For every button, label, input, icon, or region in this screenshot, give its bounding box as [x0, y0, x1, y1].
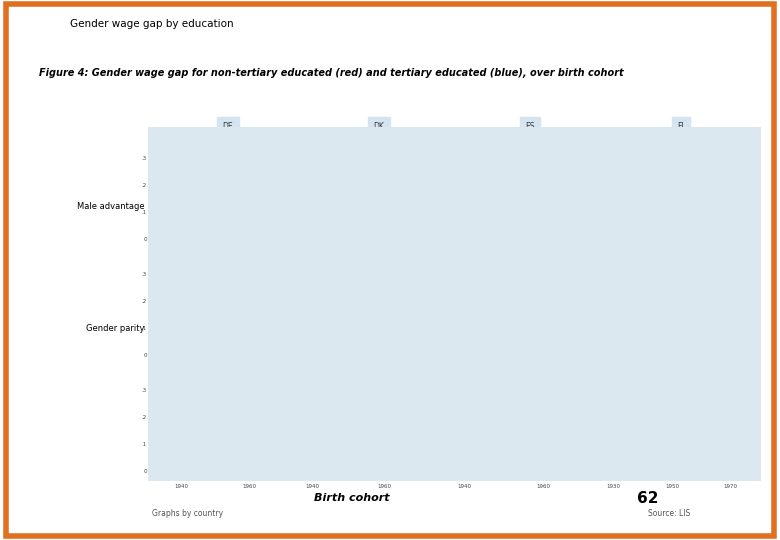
Title: LU: LU [676, 238, 686, 247]
Title: IL: IL [375, 238, 382, 247]
Title: FR: FR [223, 238, 232, 247]
Text: Source: LIS: Source: LIS [647, 509, 690, 517]
Title: FI: FI [678, 122, 684, 131]
Text: Figure 4: Gender wage gap for non-tertiary educated (red) and tertiary educated : Figure 4: Gender wage gap for non-tertia… [39, 68, 624, 78]
Title: NO: NO [373, 354, 385, 363]
Title: NL: NL [222, 354, 232, 363]
Title: JK: JK [526, 354, 534, 363]
Title: DE: DE [222, 122, 233, 131]
Text: Birth cohort: Birth cohort [314, 494, 389, 503]
Text: Male advantage: Male advantage [76, 202, 144, 211]
Text: Gender parity: Gender parity [86, 323, 144, 333]
Title: IT: IT [526, 238, 534, 247]
Title: US: US [676, 354, 686, 363]
Text: Graphs by country: Graphs by country [152, 509, 223, 517]
Text: 62: 62 [637, 491, 658, 506]
Text: Gender wage gap by education: Gender wage gap by education [70, 19, 234, 29]
Title: DK: DK [374, 122, 385, 131]
Title: ES: ES [525, 122, 534, 131]
